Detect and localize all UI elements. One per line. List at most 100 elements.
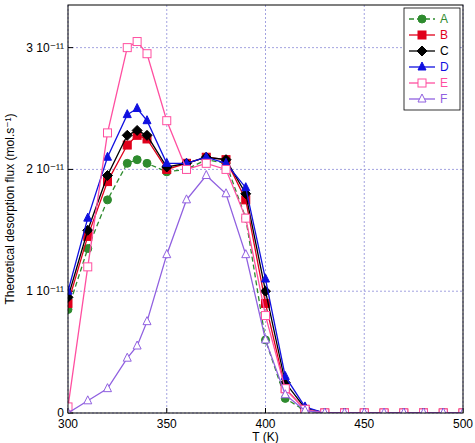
series-marker xyxy=(123,159,131,167)
series-marker xyxy=(84,213,92,221)
series-marker xyxy=(380,408,388,413)
series-marker xyxy=(183,165,191,173)
series-marker xyxy=(321,408,329,413)
series-marker xyxy=(438,408,448,413)
legend-marker xyxy=(418,94,426,102)
series-marker xyxy=(242,214,250,222)
series-marker xyxy=(68,408,72,413)
y-tick-label: 1 10⁻¹¹ xyxy=(26,284,64,298)
series-marker xyxy=(123,110,131,118)
series-marker xyxy=(84,396,92,404)
series-marker xyxy=(143,116,151,124)
series-marker xyxy=(359,408,369,413)
legend: ABCDEF xyxy=(404,8,460,110)
y-tick xyxy=(68,169,73,170)
legend-label: B xyxy=(440,28,448,42)
series-marker xyxy=(301,405,309,413)
series-marker xyxy=(301,406,309,413)
series-marker xyxy=(143,159,151,167)
series-marker xyxy=(143,317,151,325)
series-marker xyxy=(262,336,270,344)
series-marker xyxy=(400,408,408,413)
series-marker xyxy=(133,341,141,349)
series-line xyxy=(68,135,463,413)
series-marker xyxy=(183,165,191,173)
series-marker xyxy=(103,171,113,181)
series-marker xyxy=(122,130,132,140)
series-marker xyxy=(380,408,388,413)
series-marker xyxy=(222,165,230,173)
series-marker xyxy=(133,156,141,164)
y-tick-label: 2 10⁻¹¹ xyxy=(26,162,64,176)
legend-marker xyxy=(418,62,426,70)
legend-label: A xyxy=(440,12,448,26)
x-grid-line xyxy=(265,5,266,413)
series-marker xyxy=(439,408,447,413)
series-marker xyxy=(459,408,463,413)
legend-marker xyxy=(418,79,426,87)
series-marker xyxy=(458,408,463,413)
series-marker xyxy=(143,50,151,58)
series-marker xyxy=(341,408,349,413)
series-marker xyxy=(341,408,349,413)
series-marker xyxy=(133,38,141,46)
series-marker xyxy=(340,408,350,413)
series-line xyxy=(68,176,463,413)
series-marker xyxy=(301,405,309,413)
series-marker xyxy=(242,250,250,258)
background xyxy=(0,0,475,443)
x-tick-label: 350 xyxy=(157,417,177,431)
series-marker xyxy=(420,408,428,413)
series-marker xyxy=(400,408,408,413)
legend-marker xyxy=(418,31,426,39)
series-line xyxy=(68,160,463,413)
legend-marker xyxy=(418,15,426,23)
series-marker xyxy=(104,129,112,137)
legend-label: E xyxy=(440,76,448,90)
series-marker xyxy=(439,408,447,413)
series-marker xyxy=(262,335,270,343)
series-marker xyxy=(420,408,428,413)
y-grid-line xyxy=(68,169,463,170)
legend-label: D xyxy=(440,60,449,74)
series-marker xyxy=(133,104,141,112)
y-tick-label: 3 10⁻¹¹ xyxy=(26,41,64,55)
legend-marker xyxy=(417,46,427,56)
series-marker xyxy=(379,408,389,413)
series-marker xyxy=(459,408,463,413)
series-marker xyxy=(142,130,152,140)
x-tick-label: 450 xyxy=(354,417,374,431)
series-marker xyxy=(262,312,270,320)
x-grid-line xyxy=(364,5,365,413)
series-marker xyxy=(242,183,250,191)
legend-label: C xyxy=(440,44,449,58)
x-tick xyxy=(265,408,266,413)
series-marker xyxy=(399,408,409,413)
series-marker xyxy=(163,158,171,166)
plot-frame xyxy=(68,5,463,413)
x-tick xyxy=(166,408,167,413)
x-axis-title: T (K) xyxy=(252,430,278,443)
y-axis-title: Theoretical desorption flux (mol.s⁻¹) xyxy=(3,113,17,304)
series-marker xyxy=(123,353,131,361)
series-line xyxy=(68,109,463,413)
series-marker xyxy=(84,263,92,271)
series-marker xyxy=(202,171,210,179)
series-marker xyxy=(202,159,210,167)
series-marker xyxy=(163,250,171,258)
legend-label: F xyxy=(440,92,447,106)
series-marker xyxy=(242,214,250,222)
x-tick-label: 400 xyxy=(255,417,275,431)
series-marker xyxy=(360,408,368,413)
series-marker xyxy=(281,390,289,398)
chart: 30035040045050001 10⁻¹¹2 10⁻¹¹3 10⁻¹¹T (… xyxy=(0,0,475,443)
series-marker xyxy=(68,286,72,294)
y-tick xyxy=(68,47,73,48)
series-line xyxy=(68,130,463,413)
series-marker xyxy=(419,408,429,413)
series-marker xyxy=(104,196,112,204)
series-marker xyxy=(360,408,368,413)
legend-box xyxy=(404,8,460,110)
series-marker xyxy=(183,195,191,203)
series-marker xyxy=(132,125,142,135)
